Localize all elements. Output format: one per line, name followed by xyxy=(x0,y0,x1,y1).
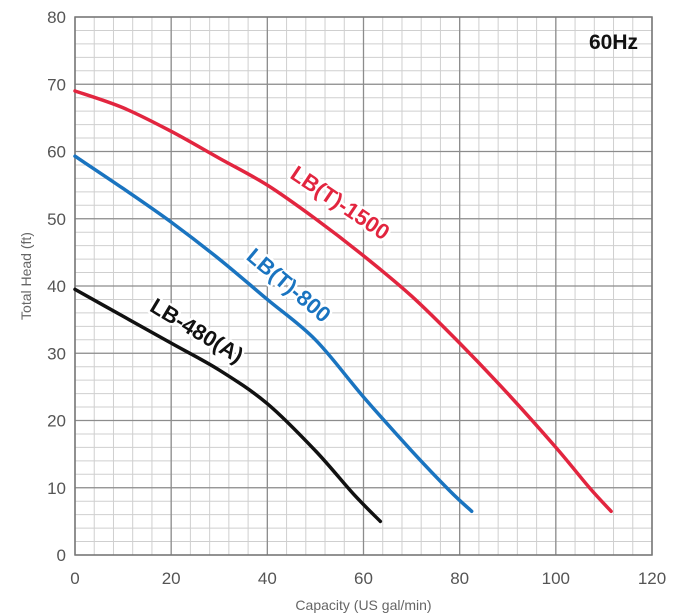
plot-frame xyxy=(74,16,653,556)
series-line-lb-t-800 xyxy=(73,154,474,514)
series-layer xyxy=(73,89,613,524)
y-tick-label: 40 xyxy=(47,277,66,296)
series-line-lb-480-a xyxy=(73,287,383,524)
y-tick-label: 60 xyxy=(47,143,66,162)
x-tick-label: 80 xyxy=(450,569,469,588)
series-line-lb-t-1500 xyxy=(73,89,613,514)
x-tick-label: 20 xyxy=(162,569,181,588)
y-tick-label: 80 xyxy=(47,8,66,27)
x-tick-label: 120 xyxy=(638,569,666,588)
x-tick-label: 0 xyxy=(70,569,79,588)
x-tick-label: 60 xyxy=(354,569,373,588)
y-tick-label: 50 xyxy=(47,210,66,229)
x-tick-label: 40 xyxy=(258,569,277,588)
y-tick-label: 20 xyxy=(47,412,66,431)
tick-labels: 0 20 40 60 80 100 120 0 10 20 30 40 50 60 70 80 xyxy=(47,8,666,588)
frequency-label: 60Hz xyxy=(589,31,638,54)
y-tick-label: 0 xyxy=(57,546,66,565)
y-tick-label: 10 xyxy=(47,479,66,498)
x-tick-label: 100 xyxy=(542,569,570,588)
y-tick-label: 70 xyxy=(47,75,66,94)
y-axis-title: Total Head (ft) xyxy=(18,232,34,320)
x-axis-title: Capacity (US gal/min) xyxy=(295,597,431,613)
y-tick-label: 30 xyxy=(47,344,66,363)
